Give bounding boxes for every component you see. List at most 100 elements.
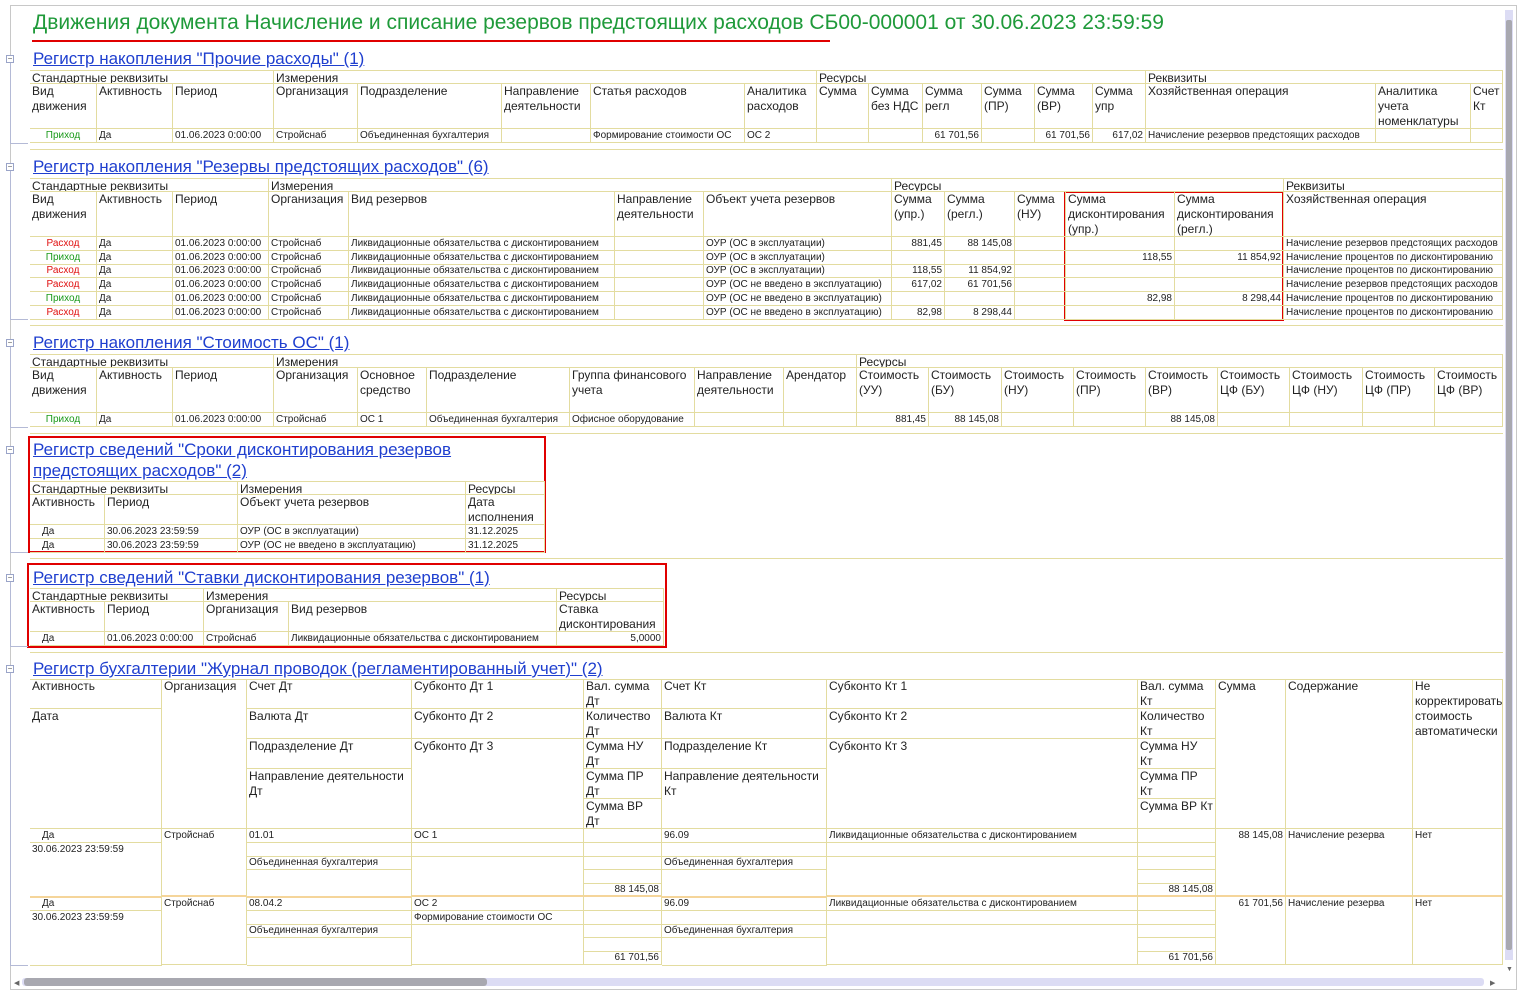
column-header-sub-kt1[interactable]: Субконто Кт 1: [827, 679, 1138, 709]
column-header[interactable]: Направление деятельности: [615, 192, 704, 237]
column-header-sub-kt3[interactable]: Субконто Кт 3: [827, 739, 1138, 829]
column-header[interactable]: Период: [105, 495, 238, 525]
column-header-sum[interactable]: Сумма: [1216, 679, 1286, 829]
column-header[interactable]: Сумма дисконтирования (регл.): [1175, 192, 1284, 237]
column-header[interactable]: Активность: [30, 602, 105, 632]
column-header[interactable]: Подразделение: [427, 368, 570, 413]
column-header[interactable]: Сумма (регл.): [945, 192, 1015, 237]
column-header-vr-kt[interactable]: Сумма ВР Кт: [1138, 799, 1216, 829]
column-header[interactable]: Направление деятельности: [695, 368, 784, 413]
column-header[interactable]: Группа финансового учета: [570, 368, 695, 413]
column-header-acc-kt[interactable]: Счет Кт: [662, 679, 827, 709]
collapse-minus-icon[interactable]: −: [6, 162, 14, 171]
column-header-pr-dt[interactable]: Сумма ПР Дт: [584, 769, 662, 799]
column-header[interactable]: Стоимость ЦФ (ВР): [1435, 368, 1503, 413]
horizontal-scrollbar-thumb[interactable]: [24, 978, 487, 986]
column-header-activity[interactable]: Активность: [30, 679, 162, 709]
scroll-right-arrow-icon[interactable]: ▶: [1490, 980, 1496, 987]
column-header-date[interactable]: Дата: [30, 709, 162, 829]
collapse-minus-icon[interactable]: −: [6, 445, 14, 454]
column-header-vr-dt[interactable]: Сумма ВР Дт: [584, 799, 662, 829]
column-header-sub-dt2[interactable]: Субконто Дт 2: [412, 709, 584, 739]
column-header-nu-dt[interactable]: Сумма НУ Дт: [584, 739, 662, 769]
column-header[interactable]: Организация: [204, 602, 289, 632]
column-header[interactable]: Активность: [97, 84, 173, 129]
horizontal-scrollbar[interactable]: [22, 978, 1484, 986]
column-header[interactable]: Основное средство: [358, 368, 427, 413]
column-header[interactable]: Активность: [97, 192, 173, 237]
column-header[interactable]: Организация: [274, 368, 358, 413]
column-header[interactable]: Сумма (упр.): [892, 192, 945, 237]
column-header-cur-kt[interactable]: Валюта Кт: [662, 709, 827, 739]
column-header[interactable]: Объект учета резервов: [704, 192, 892, 237]
column-header[interactable]: Стоимость ЦФ (НУ): [1290, 368, 1363, 413]
column-header[interactable]: Период: [173, 368, 274, 413]
column-header[interactable]: Активность: [30, 495, 105, 525]
column-header[interactable]: Сумма регл: [923, 84, 982, 129]
column-header[interactable]: Сумма без НДС: [869, 84, 923, 129]
column-header[interactable]: Направление деятельности: [502, 84, 591, 129]
column-header[interactable]: Аналитика расходов: [745, 84, 817, 129]
column-header[interactable]: Ставка дисконтирования: [557, 602, 664, 632]
vertical-scrollbar-thumb[interactable]: [1506, 20, 1512, 950]
column-header[interactable]: Объект учета резервов: [238, 495, 466, 525]
column-header-acc-dt[interactable]: Счет Дт: [247, 679, 412, 709]
column-header[interactable]: Стоимость (ПР): [1074, 368, 1146, 413]
column-header[interactable]: Стоимость (УУ): [857, 368, 929, 413]
column-header[interactable]: Вид резервов: [349, 192, 615, 237]
scroll-left-arrow-icon[interactable]: ◀: [14, 980, 20, 987]
column-header[interactable]: Сумма (ВР): [1035, 84, 1093, 129]
column-header[interactable]: Стоимость ЦФ (БУ): [1218, 368, 1290, 413]
column-header[interactable]: Период: [173, 84, 274, 129]
column-header-no-adjust[interactable]: Не корректировать стоимость автоматическ…: [1413, 679, 1503, 829]
column-header-val-kt[interactable]: Вал. сумма Кт: [1138, 679, 1216, 709]
column-header-org[interactable]: Организация: [162, 679, 247, 829]
column-header[interactable]: Подразделение: [358, 84, 502, 129]
column-header[interactable]: Сумма: [817, 84, 869, 129]
column-header-sub-kt2[interactable]: Субконто Кт 2: [827, 709, 1138, 739]
column-header[interactable]: Стоимость (НУ): [1002, 368, 1074, 413]
column-header[interactable]: Сумма (ПР): [982, 84, 1035, 129]
column-header[interactable]: Арендатор: [784, 368, 857, 413]
column-header-val-dt[interactable]: Вал. сумма Дт: [584, 679, 662, 709]
column-header-cur-dt[interactable]: Валюта Дт: [247, 709, 412, 739]
column-header[interactable]: Период: [105, 602, 204, 632]
column-header[interactable]: Сумма (НУ): [1015, 192, 1066, 237]
column-header[interactable]: Вид движения: [30, 84, 97, 129]
column-header[interactable]: Стоимость (ВР): [1146, 368, 1218, 413]
scroll-down-arrow-icon[interactable]: ▼: [1506, 966, 1513, 973]
column-header[interactable]: Вид резервов: [289, 602, 557, 632]
column-header[interactable]: Вид движения: [30, 368, 97, 413]
column-header-dept-kt[interactable]: Подразделение Кт: [662, 739, 827, 769]
column-header[interactable]: Сумма дисконтирования (упр.): [1066, 192, 1175, 237]
column-header[interactable]: Дата исполнения: [466, 495, 545, 525]
column-header-sub-dt1[interactable]: Субконто Дт 1: [412, 679, 584, 709]
column-header[interactable]: Организация: [274, 84, 358, 129]
column-header-dir-kt[interactable]: Направление деятельности Кт: [662, 769, 827, 829]
column-header[interactable]: Сумма упр: [1093, 84, 1146, 129]
collapse-minus-icon[interactable]: −: [6, 573, 14, 582]
column-header[interactable]: Статья расходов: [591, 84, 745, 129]
column-header[interactable]: Период: [173, 192, 269, 237]
column-header-pr-kt[interactable]: Сумма ПР Кт: [1138, 769, 1216, 799]
column-header[interactable]: Хозяйственная операция: [1284, 192, 1503, 237]
collapse-minus-icon[interactable]: −: [6, 338, 14, 347]
column-header[interactable]: Стоимость (БУ): [929, 368, 1002, 413]
s6-register-link[interactable]: Регистр бухгалтерии "Журнал проводок (ре…: [33, 659, 603, 678]
column-header-content[interactable]: Содержание: [1286, 679, 1413, 829]
column-header[interactable]: Хозяйственная операция: [1146, 84, 1376, 129]
column-header-sub-dt3[interactable]: Субконто Дт 3: [412, 739, 584, 829]
column-header[interactable]: Аналитика учета номенклатуры: [1376, 84, 1471, 129]
s4-register-link[interactable]: Регистр сведений "Сроки дисконтирования …: [33, 440, 452, 480]
s3-register-link[interactable]: Регистр накопления "Стоимость ОС" (1): [33, 333, 350, 352]
column-header-qty-kt[interactable]: Количество Кт: [1138, 709, 1216, 739]
s5-register-link[interactable]: Регистр сведений "Ставки дисконтирования…: [33, 568, 490, 587]
collapse-minus-icon[interactable]: −: [6, 664, 14, 673]
column-header-qty-dt[interactable]: Количество Дт: [584, 709, 662, 739]
column-header[interactable]: Активность: [97, 368, 173, 413]
s1-register-link[interactable]: Регистр накопления "Прочие расходы" (1): [33, 49, 365, 68]
column-header-dir-dt[interactable]: Направление деятельности Дт: [247, 769, 412, 829]
column-header-dept-dt[interactable]: Подразделение Дт: [247, 739, 412, 769]
s2-register-link[interactable]: Регистр накопления "Резервы предстоящих …: [33, 157, 489, 176]
vertical-scrollbar[interactable]: [1505, 10, 1513, 960]
